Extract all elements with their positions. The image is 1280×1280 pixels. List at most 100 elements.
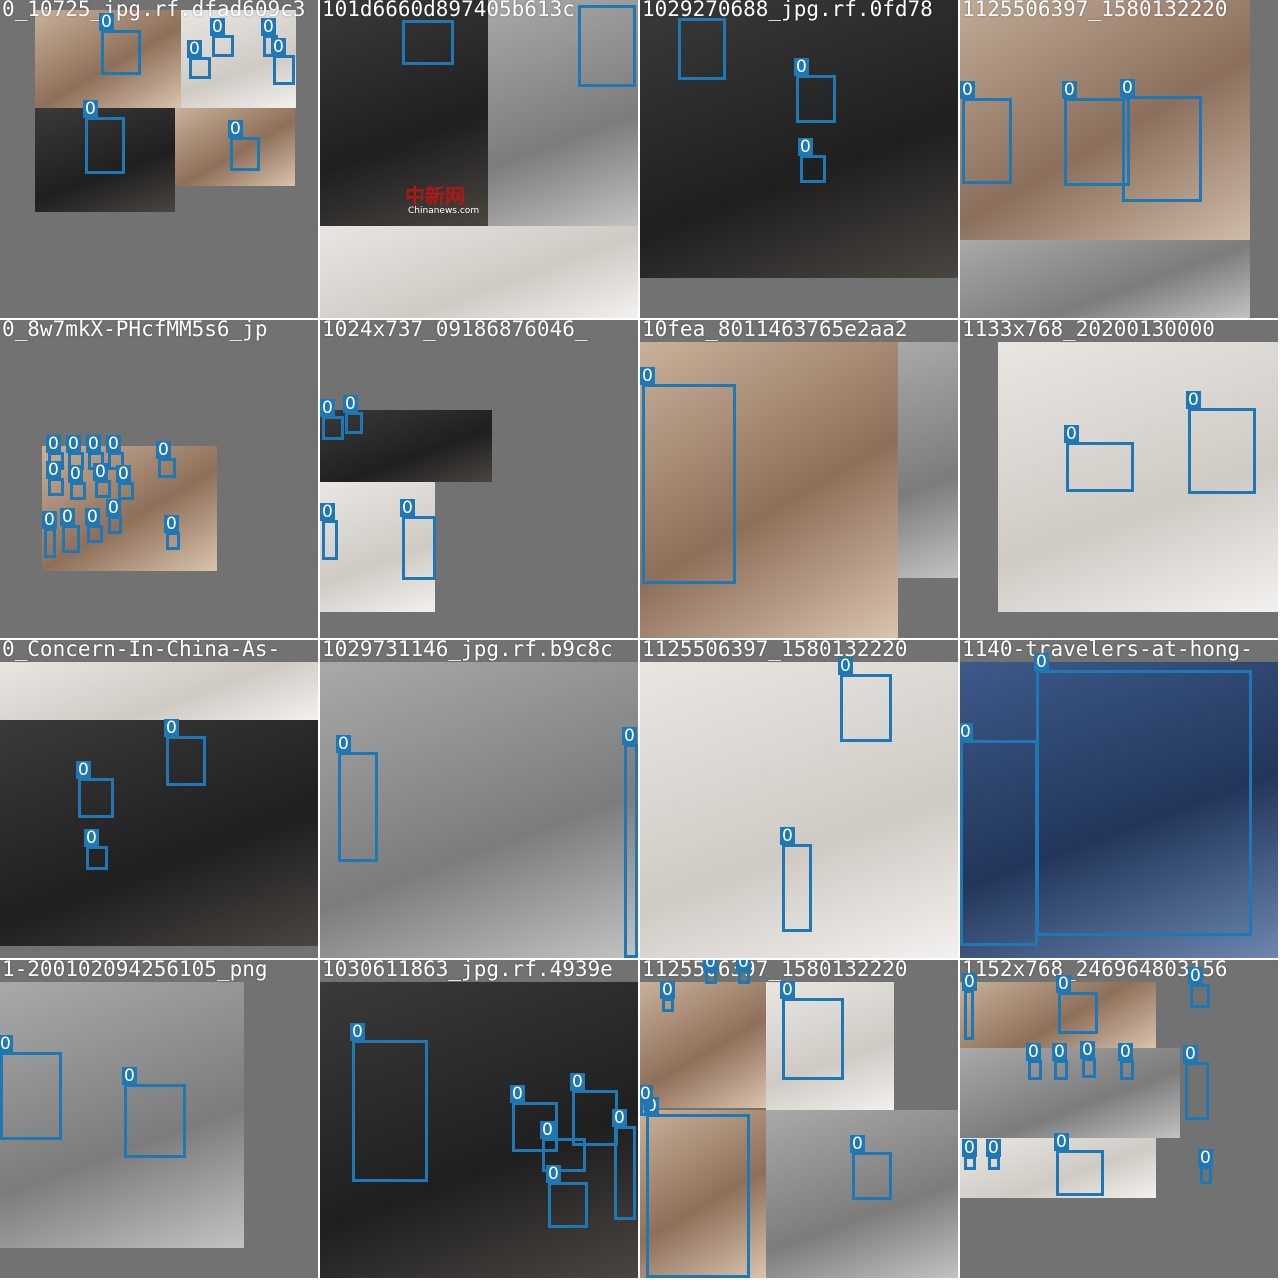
class-label: 0	[84, 828, 99, 848]
class-label: 0	[68, 464, 83, 484]
class-label: 0	[85, 507, 100, 527]
class-label: 0	[76, 760, 91, 780]
class-label: 0	[66, 434, 81, 454]
class-label: 0	[261, 17, 276, 37]
class-label: 0	[780, 826, 795, 846]
class-label: 0	[93, 462, 108, 482]
class-label: 0	[960, 80, 975, 100]
face-box: 0	[122, 1067, 186, 1158]
face-box: 0	[85, 508, 103, 543]
face-box: 0	[164, 515, 180, 550]
tile-filename: 1125506397_1580132220	[642, 960, 908, 981]
face-box: 0	[1118, 1043, 1134, 1080]
class-label: 0	[510, 1084, 525, 1104]
face-box: 0	[1052, 1043, 1068, 1080]
photo	[998, 342, 1278, 612]
face-box: 0	[736, 960, 751, 984]
class-label: 0	[612, 1108, 627, 1128]
class-label: 0	[343, 394, 358, 414]
class-label: 0	[210, 17, 225, 37]
class-label: 0	[336, 734, 351, 754]
class-label: 0	[46, 434, 61, 454]
face-box: 0	[1120, 79, 1202, 202]
tile-filename: 0_10725_jpg.rf.dfad609c3	[2, 0, 306, 21]
face-box: 0	[343, 395, 363, 434]
mosaic-tile: 1125506397_1580132220 0 0 0 0 0 0 0	[640, 960, 958, 1278]
class-label: 0	[122, 1066, 137, 1086]
photo	[0, 720, 318, 946]
photo	[488, 0, 638, 226]
mosaic-tile: 中新网 Chinanews.com 101d6660d897405b613c	[320, 0, 638, 318]
class-label: 0	[400, 498, 415, 518]
class-label: 0	[1062, 80, 1077, 100]
face-box: 0	[106, 499, 122, 534]
tile-filename: 1125506397_1580132220	[642, 640, 908, 661]
face-box: 0	[546, 1165, 588, 1228]
face-box: 0	[640, 367, 736, 584]
mosaic-tile: 1125506397_1580132220 0 0 0	[960, 0, 1278, 318]
face-box: 0	[99, 13, 141, 75]
class-label: 0	[546, 1164, 561, 1184]
face-box: 0	[1034, 653, 1252, 936]
mosaic-tile: 1030611863_jpg.rf.4939e 0 0 0 0 0 0	[320, 960, 638, 1278]
class-label: 0	[271, 37, 286, 57]
watermark-caption: Chinanews.com	[408, 206, 480, 216]
face-box: 0	[1188, 967, 1210, 1008]
face-box: 0	[228, 120, 260, 171]
class-label: 0	[164, 718, 179, 738]
face-box: 0	[612, 1109, 636, 1220]
photo	[640, 982, 766, 1108]
face-box: 0	[46, 461, 64, 496]
photo	[640, 662, 958, 958]
photo	[960, 1048, 1180, 1138]
face-box: 0	[1080, 1041, 1096, 1078]
face-box	[402, 20, 454, 65]
face-box	[678, 18, 726, 80]
photo	[320, 982, 638, 1278]
class-label: 0	[986, 1138, 1001, 1158]
face-box: 0	[850, 1135, 892, 1200]
face-box: 0	[320, 503, 338, 560]
face-box: 0	[510, 1085, 558, 1152]
mosaic-tile: 1140-travelers-at-hong- 0 0	[960, 640, 1278, 958]
face-box: 0	[1186, 391, 1256, 494]
class-label: 0	[106, 498, 121, 518]
class-label: 0	[1118, 1042, 1133, 1062]
class-label: 0	[116, 464, 131, 484]
photo	[320, 662, 638, 958]
face-box: 0	[838, 657, 892, 742]
class-label: 0	[60, 507, 75, 527]
tile-filename: 1029731146_jpg.rf.b9c8c	[322, 640, 613, 661]
tile-filename: 1152x768_246964803156	[962, 960, 1228, 981]
mosaic-tile: 1029731146_jpg.rf.b9c8c 0 0	[320, 640, 638, 958]
face-box: 0	[1064, 425, 1134, 492]
face-box: 0	[644, 1097, 750, 1278]
face-box: 0	[83, 100, 125, 174]
class-label: 0	[660, 980, 675, 1000]
tile-filename: 1024x737_09186876046_	[322, 320, 588, 341]
face-box: 0	[210, 18, 234, 57]
class-label: 0	[1056, 974, 1071, 994]
face-box: 0	[962, 973, 977, 1040]
face-box: 0	[622, 727, 638, 958]
mosaic-tile: 1024x737_09186876046_ 0 0 0 0	[320, 320, 638, 638]
face-box: 0	[960, 81, 1012, 184]
face-box: 0	[156, 441, 176, 478]
mosaic-tile: 0_10725_jpg.rf.dfad609c3 0 0 0 0 0 0 0	[0, 0, 318, 318]
class-label: 0	[703, 960, 718, 971]
photo	[35, 108, 175, 212]
face-box: 0	[986, 1139, 1001, 1170]
mosaic-tile: 10fea_8011463765e2aa2 0	[640, 320, 958, 638]
mosaic-tile: 1152x768_246964803156 0 0 0 0 0 0 0 0 0 …	[960, 960, 1278, 1278]
photo	[0, 982, 244, 1248]
tile-filename: 1133x768_20200130000	[962, 320, 1215, 341]
face-box: 0	[42, 511, 57, 558]
photo	[320, 226, 638, 318]
face-box: 0	[84, 829, 108, 870]
mosaic-tile: 1029270688_jpg.rf.0fd78 0 0	[640, 0, 958, 318]
class-label: 0	[640, 366, 655, 386]
class-label: 0	[1026, 1042, 1041, 1062]
face-box: 0	[0, 1035, 62, 1140]
mosaic-tile: 0_Concern-In-China-As- 0 0 0	[0, 640, 318, 958]
face-box: 0	[780, 981, 844, 1080]
